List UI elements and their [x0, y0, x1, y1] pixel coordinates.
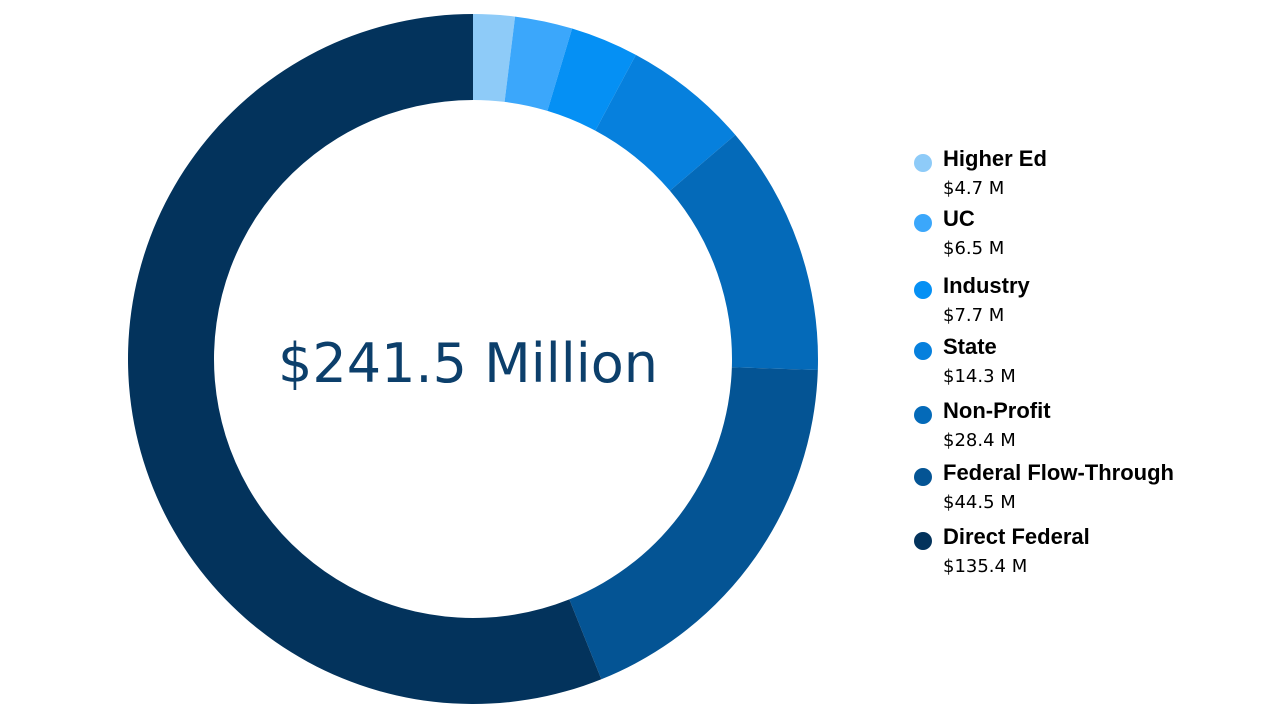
legend-value: $135.4 M [943, 556, 1028, 577]
donut-slice-non-profit [669, 134, 818, 370]
legend-item-uc: UC $6.5 M [912, 206, 1252, 259]
legend-label: Higher Ed [943, 146, 1047, 171]
legend-label: Direct Federal [943, 524, 1090, 549]
legend-dot [914, 532, 932, 550]
legend-value: $4.7 M [943, 178, 1005, 199]
donut-slice-direct-federal [128, 14, 602, 704]
legend-value: $7.7 M [943, 305, 1005, 326]
legend-item-higher-ed: Higher Ed $4.7 M [912, 146, 1252, 199]
legend-dot [914, 214, 932, 232]
legend-dot [914, 342, 932, 360]
legend-dot [914, 406, 932, 424]
legend-item-non-profit: Non-Profit $28.4 M [912, 398, 1252, 451]
legend-dot [914, 281, 932, 299]
legend-item-state: State $14.3 M [912, 334, 1252, 387]
donut-slice-industry [547, 28, 636, 131]
legend-value: $6.5 M [943, 238, 1005, 259]
legend-value: $28.4 M [943, 430, 1016, 451]
legend-label: Industry [943, 273, 1030, 298]
donut-slice-state [595, 54, 736, 191]
donut-slice-uc [504, 16, 573, 111]
legend-label: Federal Flow-Through [943, 460, 1174, 485]
legend-value: $14.3 M [943, 366, 1016, 387]
legend-label: State [943, 334, 997, 359]
legend-item-direct-federal: Direct Federal $135.4 M [912, 524, 1252, 577]
legend-label: UC [943, 206, 975, 231]
legend-value: $44.5 M [943, 492, 1016, 513]
donut-center-label: $241.5 Million [278, 332, 658, 395]
donut-slice-higher-ed [473, 14, 516, 102]
donut-slice-federal-flow-through [569, 367, 818, 680]
donut-slices [128, 14, 818, 704]
legend-item-federal-flow-through: Federal Flow-Through $44.5 M [912, 460, 1252, 513]
legend-dot [914, 468, 932, 486]
legend-dot [914, 154, 932, 172]
legend-item-industry: Industry $7.7 M [912, 273, 1252, 326]
legend-label: Non-Profit [943, 398, 1051, 423]
